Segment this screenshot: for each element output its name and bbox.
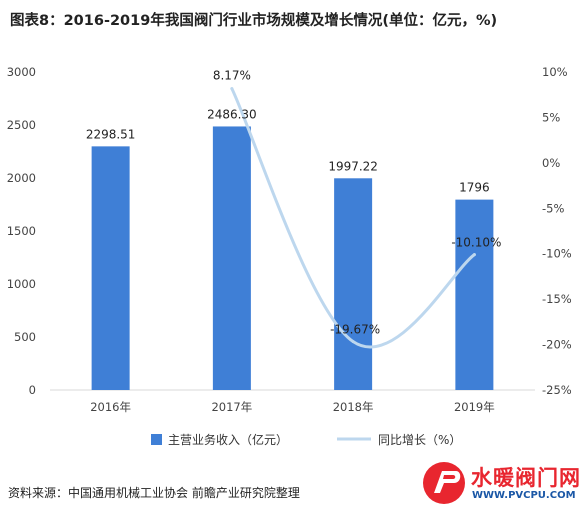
right-axis-tick-label: -20% xyxy=(542,338,572,352)
bar-data-label: 1796 xyxy=(459,181,490,195)
growth-point xyxy=(472,253,476,257)
growth-point xyxy=(230,87,234,91)
legend-bar-swatch xyxy=(151,434,162,445)
x-axis-tick-label: 2017年 xyxy=(211,400,252,414)
chart: 0 500 1000 1500 2000 2500 3000 -25% -20% -15% -10%… xyxy=(7,65,572,447)
x-axis-tick-label: 2018年 xyxy=(333,400,374,414)
chart-title: 图表8：2016-2019年我国阀门行业市场规模及增长情况(单位：亿元，%) xyxy=(10,13,498,29)
x-axis-tick-label: 2019年 xyxy=(454,400,495,414)
left-axis-tick-label: 2000 xyxy=(7,171,36,185)
left-axis-tick-label: 1000 xyxy=(7,277,36,291)
growth-point xyxy=(351,340,355,344)
right-axis-tick-label: 5% xyxy=(542,110,560,124)
x-axis-tick-label: 2016年 xyxy=(90,400,131,414)
bar xyxy=(455,199,494,390)
left-axis-tick-label: 1500 xyxy=(7,224,36,238)
right-axis-tick-label: -10% xyxy=(542,247,572,261)
right-axis-tick-label: -15% xyxy=(542,292,572,306)
logo-name: 水暖阀门网 xyxy=(471,466,581,490)
left-axis-tick-label: 500 xyxy=(14,330,36,344)
growth-data-label: -19.67% xyxy=(330,323,380,337)
growth-line xyxy=(230,87,476,349)
left-axis-tick-label: 3000 xyxy=(7,65,36,79)
bar xyxy=(334,178,373,390)
bar xyxy=(91,146,130,390)
bar-data-label: 1997.22 xyxy=(328,159,378,173)
site-logo: 水暖阀门网 WWW.PVCPU.COM xyxy=(420,456,588,511)
left-axis-tick-label: 0 xyxy=(29,383,36,397)
legend-bar-label: 主营业务收入（亿元） xyxy=(168,432,288,447)
growth-data-label: -10.10% xyxy=(451,236,501,250)
bar-data-label: 2298.51 xyxy=(86,127,136,141)
right-axis-tick-label: 10% xyxy=(542,65,568,79)
right-axis-tick-label: 0% xyxy=(542,156,560,170)
growth-data-label: 8.17% xyxy=(213,69,251,83)
left-axis-tick-label: 2500 xyxy=(7,118,36,132)
logo-icon xyxy=(423,462,465,504)
right-axis-tick-label: -25% xyxy=(542,383,572,397)
logo-url: WWW.PVCPU.COM xyxy=(472,490,576,501)
legend-line-label: 同比增长（%） xyxy=(378,433,461,447)
right-axis-tick-label: -5% xyxy=(542,201,564,215)
bar xyxy=(212,126,251,390)
bar-data-label: 2486.30 xyxy=(207,107,257,121)
source-note: 资料来源：中国通用机械工业协会 前瞻产业研究院整理 xyxy=(8,486,300,500)
